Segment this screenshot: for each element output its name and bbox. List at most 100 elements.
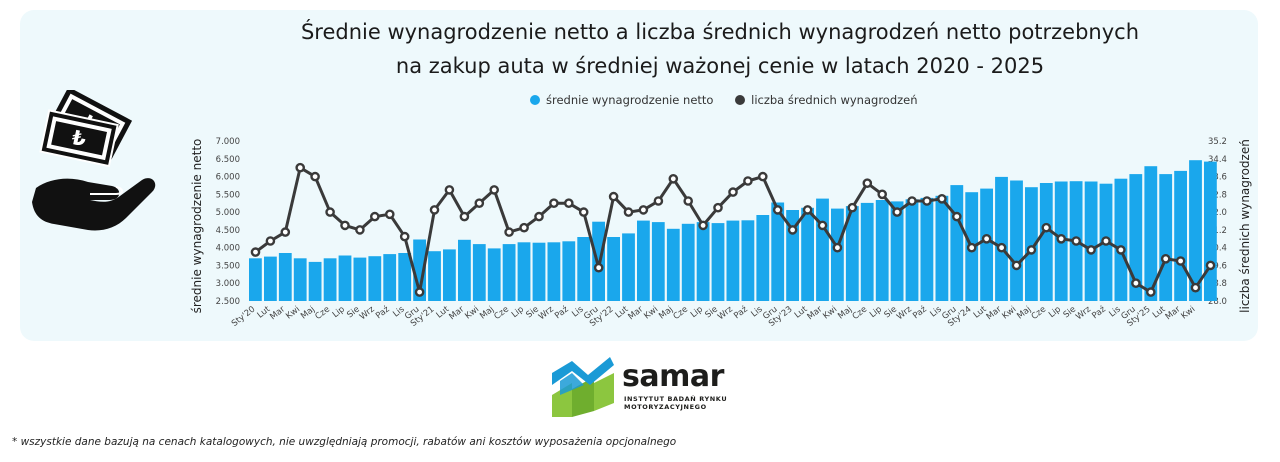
line-point xyxy=(817,220,828,231)
y-left-tick-label: 6.500 xyxy=(216,155,240,165)
line-point xyxy=(1026,245,1037,255)
bar xyxy=(1159,174,1173,301)
line-point xyxy=(713,202,723,213)
bar xyxy=(860,202,874,301)
y-left-tick-label: 2.500 xyxy=(216,297,240,307)
bar xyxy=(607,237,620,301)
bar xyxy=(1039,183,1053,301)
y-left-tick-label: 3.500 xyxy=(216,261,240,271)
line-point xyxy=(310,171,320,182)
line-point xyxy=(787,225,798,235)
x-tick-label: Cze xyxy=(313,304,331,322)
bar xyxy=(1025,187,1038,301)
y-left-tick-label: 7.000 xyxy=(216,137,240,147)
bar xyxy=(696,222,710,301)
chart-title-line-1: Średnie wynagrodzenie netto a liczba śre… xyxy=(300,20,1140,44)
combo-chart: 2.500 3.000 3.500 4.000 4.500 5.000 5.500 6.000… xyxy=(190,137,1252,329)
x-tick-label: Paź xyxy=(732,304,750,321)
line-point xyxy=(832,242,843,253)
bar xyxy=(1174,170,1187,301)
y-left-tick-label: 4.500 xyxy=(216,226,240,236)
line-point xyxy=(1101,236,1111,246)
bar xyxy=(875,200,889,301)
x-tick-label: Paź xyxy=(374,304,392,321)
bar xyxy=(1114,178,1128,301)
x-tick-label: Cze xyxy=(492,304,510,322)
line-point xyxy=(325,207,335,217)
line-point xyxy=(772,205,783,215)
legend-label-line: liczba średnich wynagrodzeń xyxy=(751,93,918,107)
bar xyxy=(487,248,501,301)
y-left-tick-label: 4.000 xyxy=(216,244,240,254)
line-point xyxy=(862,178,873,188)
bar xyxy=(577,237,591,301)
bar xyxy=(935,195,949,301)
y-right-tick-label: 28.8 xyxy=(1208,279,1227,289)
bar xyxy=(323,258,337,301)
bar xyxy=(517,242,531,301)
line-point xyxy=(1205,260,1216,271)
line-point xyxy=(623,207,634,217)
line-point xyxy=(847,202,858,213)
line-point xyxy=(653,196,664,206)
y-left-tick-label: 3.000 xyxy=(216,279,240,289)
y-left-tick-label: 5.500 xyxy=(216,190,240,200)
legend-label-bar: średnie wynagrodzenie netto xyxy=(546,93,714,107)
legend-item-line: liczba średnich wynagrodzeń xyxy=(735,93,918,107)
footnote: * wszystkie dane bazują na cenach katalo… xyxy=(12,436,677,448)
line-point xyxy=(743,176,753,186)
y-axis-right-label: liczba średnich wynagrodzeń xyxy=(1238,139,1252,313)
x-tick-label: Sty'20 xyxy=(230,304,257,328)
bar xyxy=(831,208,844,301)
line-point xyxy=(683,196,694,206)
line-point xyxy=(1175,256,1186,266)
y-right-tick-label: 31.2 xyxy=(1208,226,1227,236)
bar xyxy=(890,201,904,301)
y-axis-left-label: średnie wynagrodzenie netto xyxy=(190,139,204,314)
line-point xyxy=(877,189,888,200)
bar xyxy=(1204,161,1217,301)
bar xyxy=(383,254,397,301)
bar xyxy=(502,244,516,301)
line-point xyxy=(698,220,708,231)
bar xyxy=(816,198,829,301)
line-point xyxy=(996,242,1007,253)
y-right-tick-label: 30.4 xyxy=(1208,244,1227,254)
line-point xyxy=(1190,282,1201,293)
line-point xyxy=(892,207,902,217)
bar xyxy=(1189,160,1202,301)
line-point xyxy=(1131,278,1141,289)
bar xyxy=(920,197,934,301)
line-point xyxy=(981,233,992,244)
bar xyxy=(1144,166,1158,301)
line-point xyxy=(578,207,589,217)
bar xyxy=(458,239,471,301)
left-axis: 2.500 3.000 3.500 4.000 4.500 5.000 5.500 6.000… xyxy=(216,137,240,307)
bar xyxy=(756,215,770,301)
y-left-tick-label: 6.000 xyxy=(216,173,240,183)
bar xyxy=(622,233,635,301)
y-right-tick-label: 34.4 xyxy=(1208,155,1227,165)
bar xyxy=(368,256,382,301)
line-point xyxy=(250,247,261,257)
hand-with-money-icon: ₺ ₺ xyxy=(32,90,156,231)
bar xyxy=(801,207,814,301)
line-point xyxy=(728,187,738,197)
bar xyxy=(681,223,695,301)
svg-text:₺: ₺ xyxy=(70,125,89,151)
bar xyxy=(398,253,412,301)
x-tick-label: Paź xyxy=(553,304,571,321)
bar xyxy=(711,223,725,301)
logo-name: samar xyxy=(622,359,724,394)
line-point xyxy=(952,211,962,222)
bar xyxy=(980,188,993,301)
line-point xyxy=(758,171,768,182)
bar xyxy=(995,176,1008,301)
bar xyxy=(562,241,576,301)
bar xyxy=(353,257,367,301)
bar xyxy=(741,220,755,301)
line-point xyxy=(444,185,455,195)
bar xyxy=(338,255,352,301)
line-series xyxy=(250,162,1216,297)
